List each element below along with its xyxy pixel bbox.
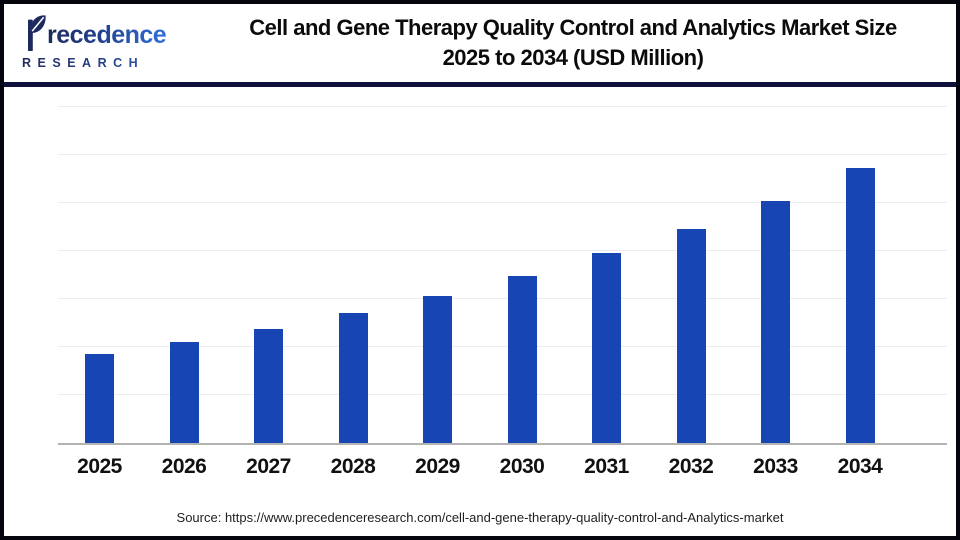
source-citation: Source: https://www.precedenceresearch.c…: [4, 510, 956, 525]
x-axis-label-2029: 2029: [415, 455, 460, 478]
bar-chart-plot: 2025 2026 2027 2028 2029 2030 2031 2032 2033 2034: [58, 106, 947, 478]
gridline: [58, 394, 947, 395]
source-text: Source: https://www.precedenceresearch.c…: [176, 510, 784, 525]
gridline: [58, 154, 947, 155]
leaf-p-logo-icon: [28, 15, 46, 52]
logo-word-research: RESEARCH: [22, 57, 190, 70]
bar-2025: [85, 354, 114, 443]
bar-2031: [592, 253, 621, 443]
precedence-research-logo: recedence RESEARCH: [4, 15, 190, 70]
gridline: [58, 202, 947, 203]
x-axis-label-2031: 2031: [584, 455, 629, 478]
bar-2030: [507, 276, 537, 443]
x-axis-label-2030: 2030: [499, 455, 545, 478]
x-axis-label-2034: 2034: [837, 455, 883, 478]
header-divider: [4, 82, 956, 87]
bar-2028: [338, 313, 368, 443]
gridline: [58, 250, 947, 251]
x-axis-label-2028: 2028: [330, 455, 376, 478]
bar-2029: [423, 296, 452, 443]
chart-area: 2025 2026 2027 2028 2029 2030 2031 2032 2033 2034…: [4, 87, 956, 536]
gridline: [58, 346, 947, 347]
logo-word-precedence: recedence: [47, 20, 167, 49]
x-axis-label-2026: 2026: [161, 455, 207, 478]
bar-2027: [254, 329, 283, 443]
chart-title-line1: Cell and Gene Therapy Quality Control an…: [249, 15, 897, 40]
gridline: [58, 298, 947, 299]
chart-title-line2: 2025 to 2034 (USD Million): [442, 45, 704, 70]
bar-2034: [845, 168, 875, 443]
bar-2032: [676, 229, 706, 443]
x-axis-label-2033: 2033: [753, 455, 798, 478]
chart-title: Cell and Gene Therapy Quality Control an…: [190, 13, 956, 73]
x-axis-label-2032: 2032: [668, 455, 714, 478]
logo-wordmark: recedence: [22, 15, 190, 54]
header: recedence RESEARCH Cell and Gene Therapy…: [4, 4, 956, 82]
x-axis-label-2025: 2025: [77, 455, 122, 478]
gridline: [58, 106, 947, 107]
bar-2033: [761, 201, 790, 443]
bar-2026: [169, 342, 199, 443]
x-axis-label-2027: 2027: [246, 455, 291, 478]
